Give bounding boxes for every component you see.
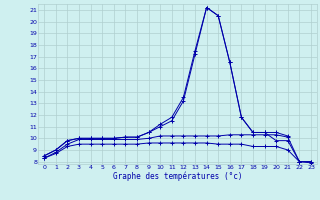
X-axis label: Graphe des températures (°c): Graphe des températures (°c) bbox=[113, 172, 242, 181]
